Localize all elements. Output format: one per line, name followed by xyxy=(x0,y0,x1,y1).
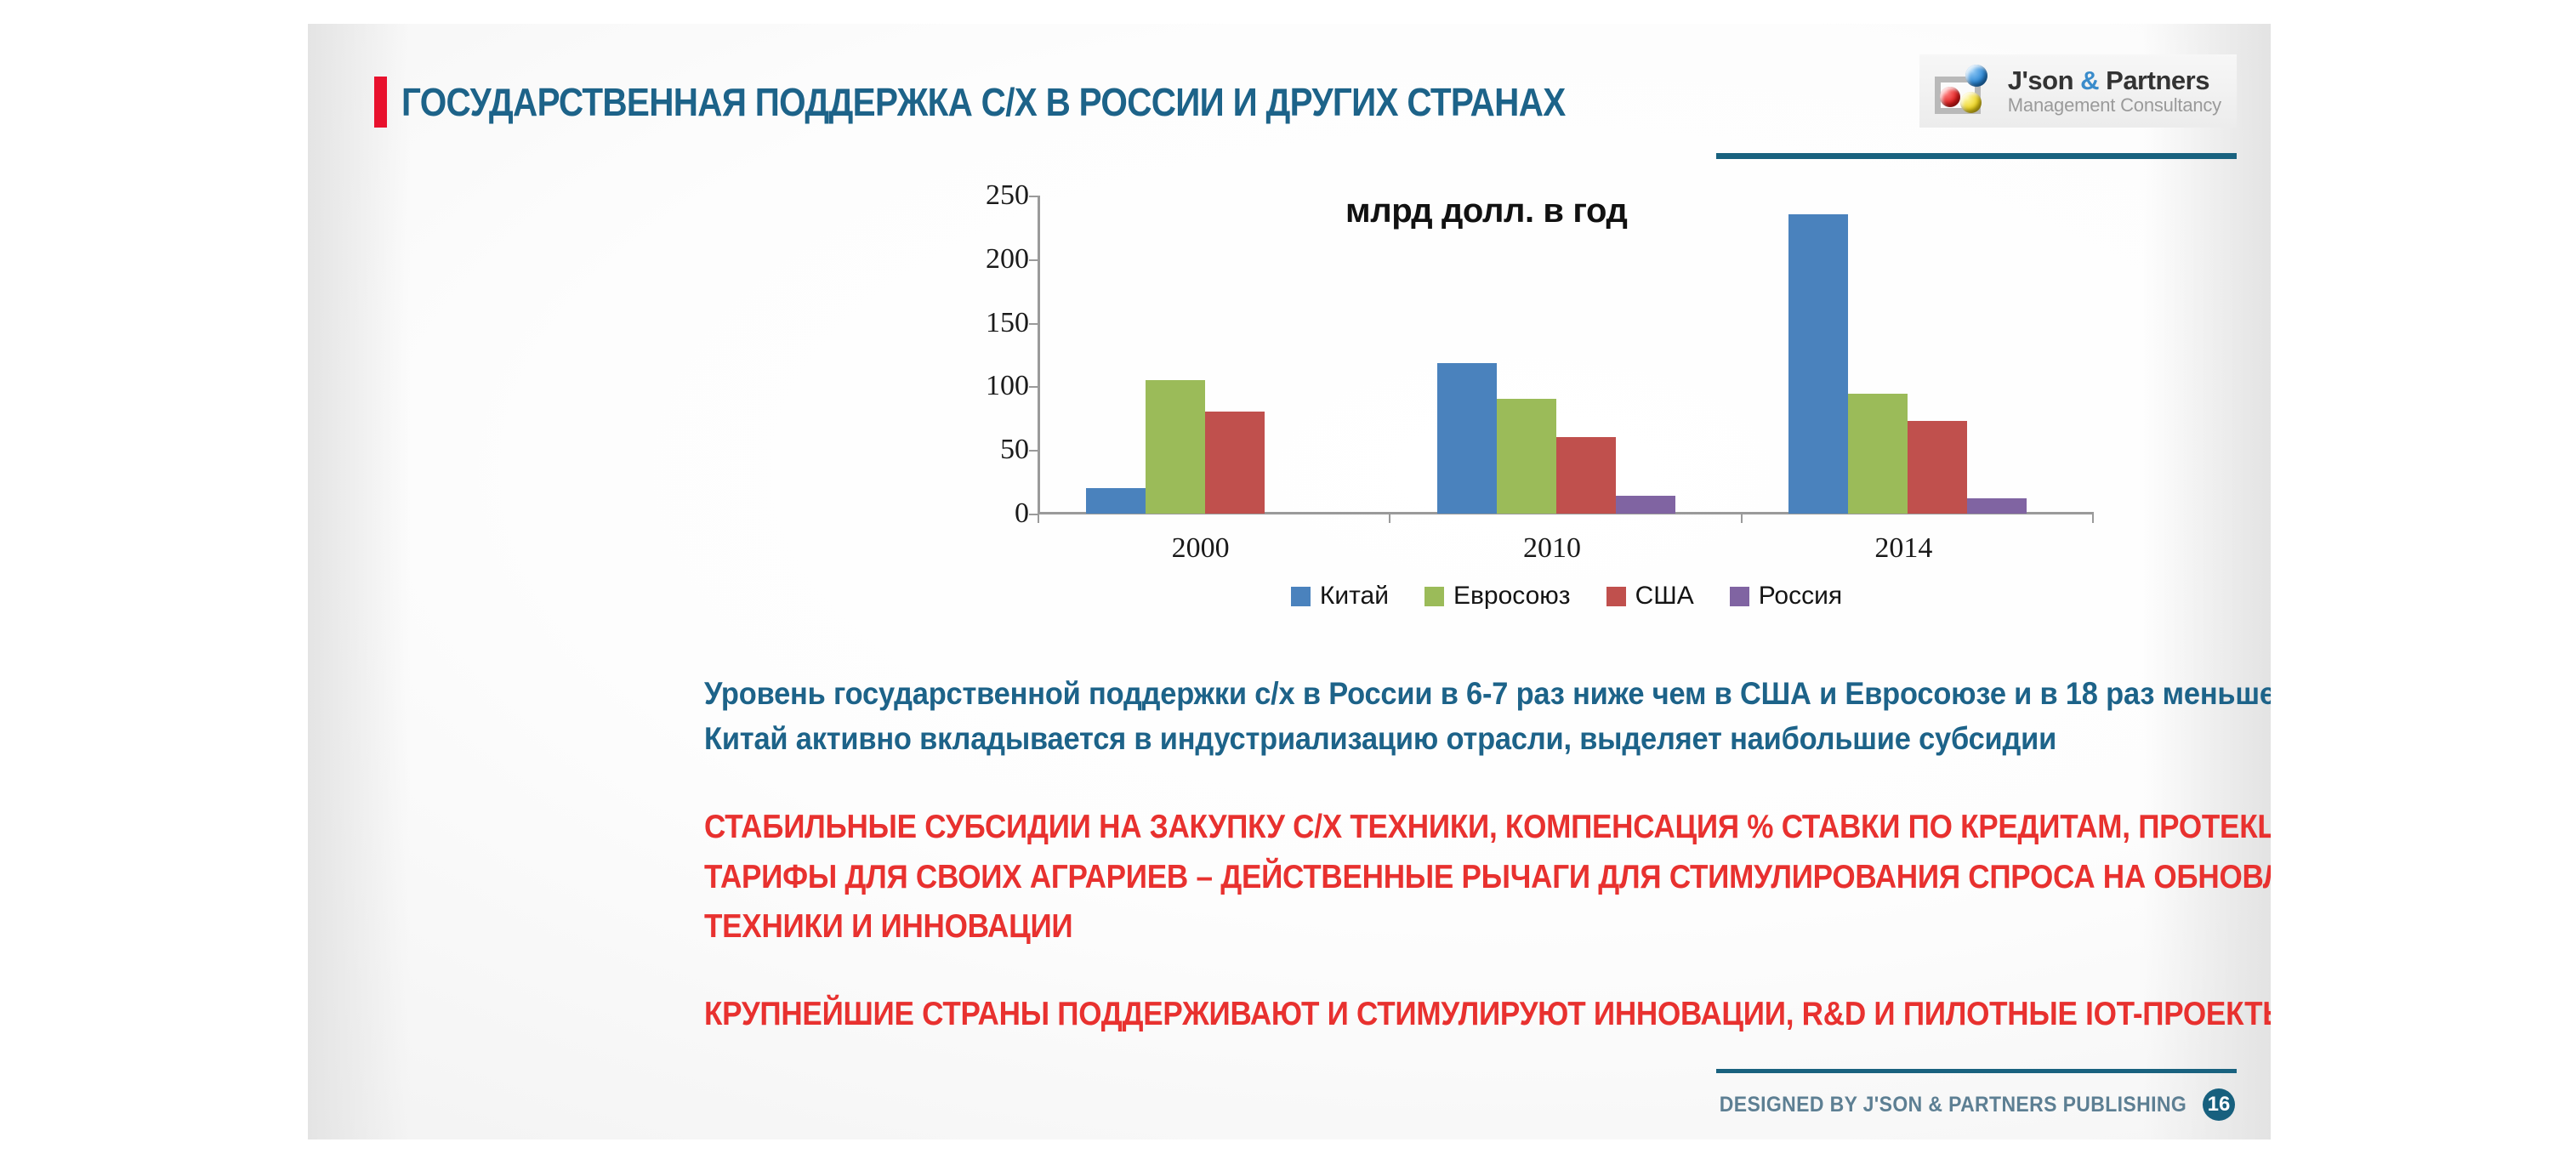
chart-bar xyxy=(1204,412,1265,514)
key-message-line: ТЕХНИКИ И ИННОВАЦИИ xyxy=(704,908,1073,945)
summary-text-block: Уровень государственной поддержки с/х в … xyxy=(704,672,2271,761)
y-axis-tick xyxy=(1029,196,1039,197)
legend-swatch xyxy=(1424,586,1444,606)
x-axis-label: 2010 xyxy=(1523,532,1581,564)
legend-label: Россия xyxy=(1758,582,1843,610)
summary-line: Уровень государственной поддержки с/х в … xyxy=(704,676,2271,711)
logo-name-part2: Partners xyxy=(2099,65,2209,95)
x-axis-tick xyxy=(1038,512,1039,523)
company-logo: J'son & Partners Management Consultancy xyxy=(1919,54,2237,128)
key-message-block-1: СТАБИЛЬНЫЕ СУБСИДИИ НА ЗАКУПКУ С/Х ТЕХНИ… xyxy=(704,803,2271,952)
legend-item: США xyxy=(1606,582,1694,611)
logo-blue-sphere-icon xyxy=(1965,65,1987,87)
chart-bar xyxy=(1556,437,1616,514)
chart-bar xyxy=(1967,498,2027,514)
title-accent-bar xyxy=(374,77,387,128)
legend-label: США xyxy=(1635,582,1694,610)
x-axis-tick xyxy=(2092,512,2094,523)
key-message-line: ТАРИФЫ ДЛЯ СВОИХ АГРАРИЕВ – ДЕЙСТВЕННЫЕ … xyxy=(704,858,2271,895)
logo-text: J'son & Partners Management Consultancy xyxy=(2008,67,2221,115)
summary-line: Китай активно вкладывается в индустриали… xyxy=(704,720,2057,756)
footer-divider xyxy=(1716,1069,2237,1073)
logo-yellow-sphere-icon xyxy=(1959,92,1982,113)
y-axis-tick-label: 250 xyxy=(986,179,1029,211)
legend-label: Евросоюз xyxy=(1453,582,1571,610)
y-axis-line xyxy=(1038,196,1040,514)
chart-bar xyxy=(1145,379,1205,514)
page-number-badge: 16 xyxy=(2203,1088,2235,1121)
y-axis-tick xyxy=(1029,450,1039,452)
chart-bar xyxy=(1085,488,1146,514)
x-axis-tick xyxy=(1740,512,1743,523)
x-axis-tick xyxy=(1389,512,1391,523)
footer-credit: DESIGNED BY J'SON & PARTNERS PUBLISHING xyxy=(1719,1092,2186,1117)
x-axis-label: 2000 xyxy=(1171,532,1230,564)
legend-swatch xyxy=(1290,586,1311,606)
header-divider xyxy=(1716,153,2237,159)
y-axis-tick-label: 0 xyxy=(1015,497,1029,529)
logo-red-sphere-icon xyxy=(1939,87,1960,107)
slide-header: ГОСУДАРСТВЕННАЯ ПОДДЕРЖКА С/Х В РОССИИ И… xyxy=(374,77,1724,128)
key-message-line: СТАБИЛЬНЫЕ СУБСИДИИ НА ЗАКУПКУ С/Х ТЕХНИ… xyxy=(704,809,2271,845)
legend-item: Россия xyxy=(1729,582,1843,611)
logo-subtitle: Management Consultancy xyxy=(2007,94,2221,116)
y-axis-tick-label: 100 xyxy=(986,370,1029,402)
legend-item: Китай xyxy=(1290,582,1389,611)
chart-bar xyxy=(1848,394,1908,514)
logo-mark-icon xyxy=(1930,63,1996,119)
key-message-line: КРУПНЕЙШИЕ СТРАНЫ ПОДДЕРЖИВАЮТ И СТИМУЛИ… xyxy=(704,996,2271,1032)
x-axis-label: 2014 xyxy=(1874,532,1933,564)
logo-ampersand: & xyxy=(2080,65,2100,95)
slide-canvas: ГОСУДАРСТВЕННАЯ ПОДДЕРЖКА С/Х В РОССИИ И… xyxy=(308,24,2271,1139)
y-axis-tick xyxy=(1029,386,1039,389)
bar-chart: млрд долл. в год 2000 2010 2014 0 50 100 150 2… xyxy=(903,179,2230,658)
legend-swatch xyxy=(1729,586,1749,606)
chart-bar xyxy=(1788,214,1849,514)
y-axis-tick xyxy=(1029,259,1039,261)
chart-bar xyxy=(1497,399,1556,514)
y-axis-tick-label: 150 xyxy=(986,306,1029,338)
legend-label: Китай xyxy=(1319,582,1389,610)
chart-title: млрд долл. в год xyxy=(1345,192,1628,230)
logo-name-part1: J'son xyxy=(2007,65,2081,95)
key-message-block-2: КРУПНЕЙШИЕ СТРАНЫ ПОДДЕРЖИВАЮТ И СТИМУЛИ… xyxy=(704,990,2271,1040)
chart-legend: Китай Евросоюз США Россия xyxy=(903,582,2230,611)
y-axis-tick-label: 50 xyxy=(1000,434,1029,466)
legend-swatch xyxy=(1606,586,1626,606)
chart-bar xyxy=(1616,496,1675,514)
chart-bar xyxy=(1437,363,1497,514)
y-axis-tick-label: 200 xyxy=(986,242,1029,275)
y-axis-tick xyxy=(1029,322,1039,325)
logo-company-name: J'son & Partners xyxy=(2008,67,2221,94)
legend-item: Евросоюз xyxy=(1424,582,1571,611)
chart-plot-area: 2000 2010 2014 0 50 100 150 200 250 xyxy=(903,179,2230,564)
slide-footer: DESIGNED BY J'SON & PARTNERS PUBLISHING … xyxy=(1679,1088,2235,1121)
y-axis-tick xyxy=(1029,514,1039,515)
chart-bar xyxy=(1908,420,1968,514)
page-title: ГОСУДАРСТВЕННАЯ ПОДДЕРЖКА С/Х В РОССИИ И… xyxy=(401,80,1566,124)
chart-bars xyxy=(1038,196,2092,514)
